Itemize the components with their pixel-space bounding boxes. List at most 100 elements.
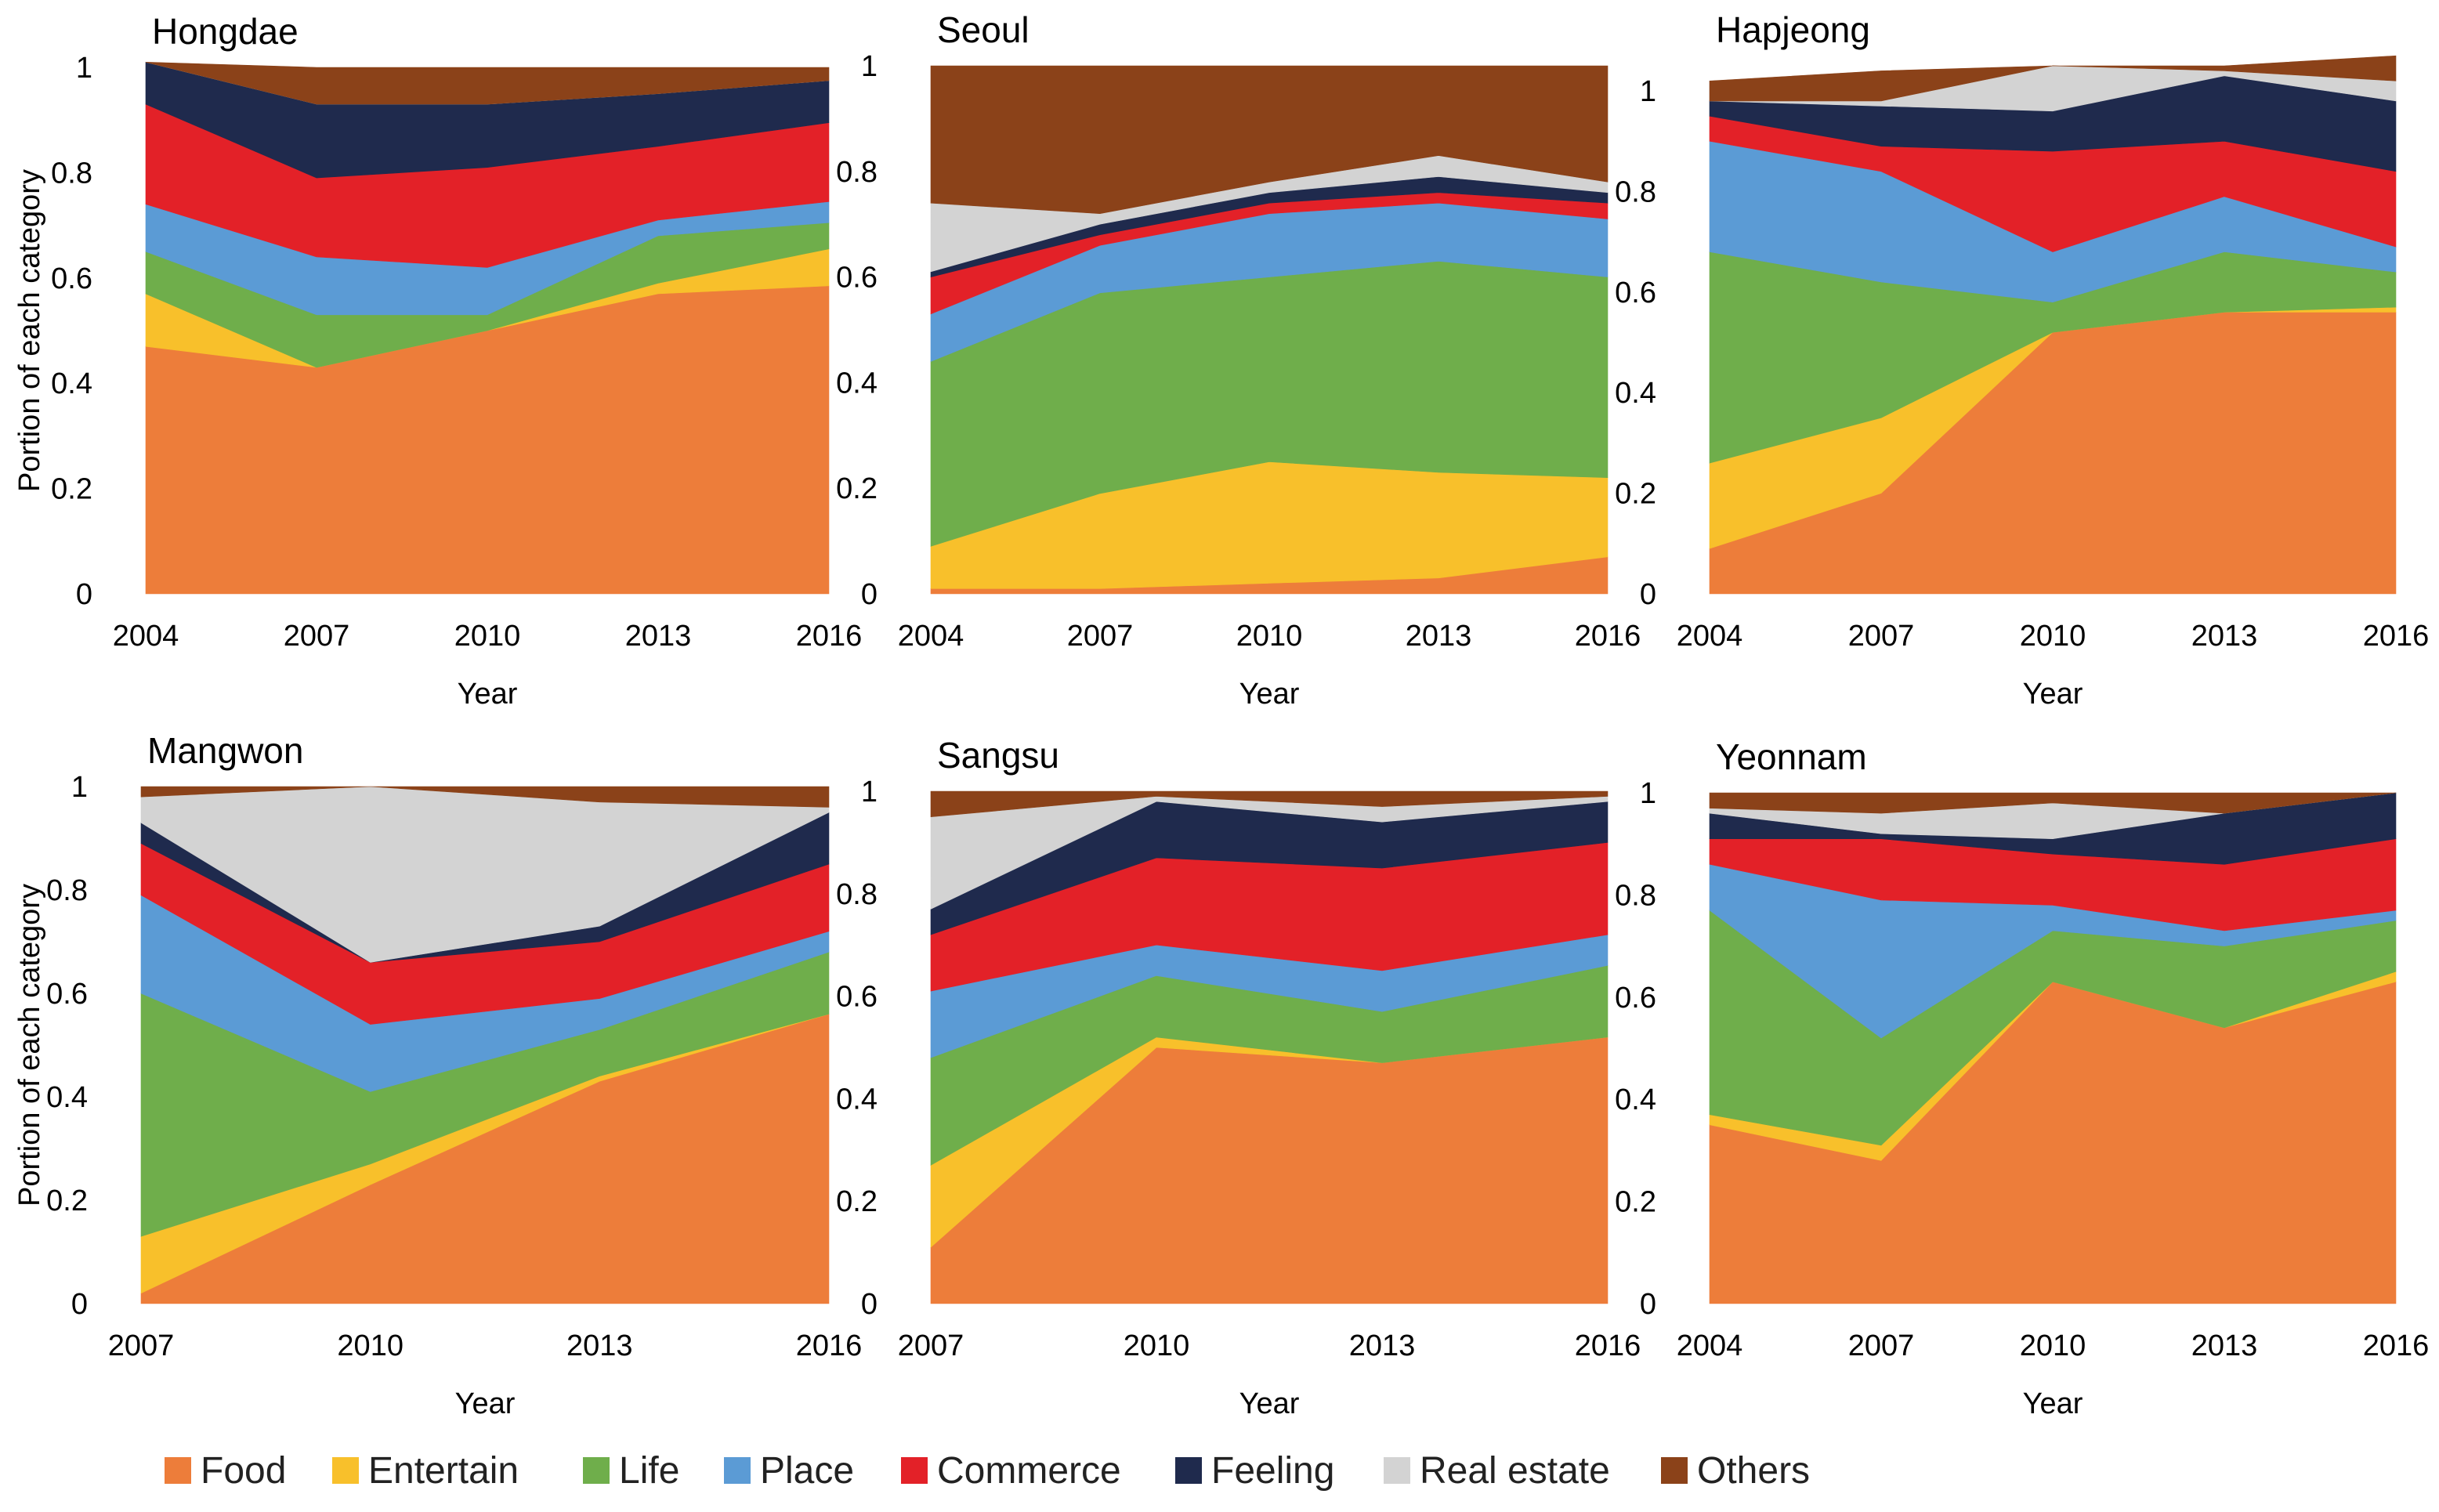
y-tick-label: 0.8 xyxy=(836,156,878,189)
panel-title: Seoul xyxy=(937,9,1030,50)
y-tick-label: 0.6 xyxy=(836,262,878,295)
panel-title: Mangwon xyxy=(147,730,303,771)
y-tick-label: 0 xyxy=(1640,1288,1656,1321)
x-tick-label: 2007 xyxy=(1067,620,1134,653)
x-tick-label: 2016 xyxy=(2363,620,2430,653)
x-tick-label: 2007 xyxy=(1848,620,1915,653)
x-tick-label: 2013 xyxy=(1349,1329,1416,1362)
panel-hongdae: Hongdae 0 0.2 0.4 0.6 0.8 1 2004 2007 2010 2013 201… xyxy=(13,11,862,711)
x-tick-label: 2010 xyxy=(1236,620,1303,653)
legend: Food Entertain Life Place Commerce Feeling Rea… xyxy=(165,1450,1810,1492)
panel-title: Yeonnam xyxy=(1716,736,1867,777)
x-tick-label: 2004 xyxy=(113,620,179,653)
x-tick-label: 2013 xyxy=(625,620,692,653)
x-tick-label: 2007 xyxy=(108,1329,175,1362)
y-tick-label: 0.6 xyxy=(836,981,878,1014)
x-tick-label: 2010 xyxy=(2020,620,2086,653)
legend-label: Place xyxy=(760,1450,854,1492)
y-tick-label: 0.4 xyxy=(1615,377,1656,410)
area-seoul-others xyxy=(930,65,1609,215)
y-tick-label: 0 xyxy=(76,578,92,611)
legend-label: Others xyxy=(1697,1450,1810,1492)
panel-title: Hapjeong xyxy=(1716,9,1870,50)
legend-swatch xyxy=(1384,1457,1410,1484)
panel-hapjeong: Hapjeong 0 0.2 0.4 0.6 0.8 1 2004 2007 2010 2013 20… xyxy=(1615,9,2429,711)
legend-label: Food xyxy=(201,1450,286,1492)
y-tick-label: 0.8 xyxy=(1615,879,1656,912)
y-tick-label: 0.6 xyxy=(1615,277,1656,309)
x-tick-label: 2007 xyxy=(1848,1329,1915,1362)
panel-sangsu: Sangsu 0 0.2 0.4 0.6 0.8 1 2007 2010 2013 2016 Year xyxy=(836,735,1641,1420)
x-tick-label: 2007 xyxy=(898,1329,964,1362)
x-tick-label: 2010 xyxy=(454,620,521,653)
legend-label: Feeling xyxy=(1211,1450,1334,1492)
x-axis-title: Year xyxy=(2023,678,2083,711)
y-tick-label: 0.8 xyxy=(836,878,878,911)
y-tick-label: 0.4 xyxy=(46,1081,88,1114)
y-tick-label: 0.2 xyxy=(46,1185,88,1217)
legend-swatch xyxy=(1661,1457,1688,1484)
legend-item-food: Food xyxy=(165,1450,286,1492)
y-tick-label: 0.2 xyxy=(1615,478,1656,511)
x-axis-title: Year xyxy=(1239,678,1300,711)
legend-swatch xyxy=(901,1457,928,1484)
x-axis-title: Year xyxy=(458,678,518,711)
x-tick-label: 2013 xyxy=(2191,620,2258,653)
legend-swatch xyxy=(724,1457,751,1484)
x-tick-label: 2016 xyxy=(796,1329,863,1362)
legend-item-others: Others xyxy=(1661,1450,1810,1492)
y-tick-label: 1 xyxy=(861,776,878,808)
legend-item-entertain: Entertain xyxy=(332,1450,519,1492)
y-axis-title: Portion of each category xyxy=(13,884,46,1206)
x-axis-title: Year xyxy=(2023,1387,2083,1420)
legend-item-real-estate: Real estate xyxy=(1384,1450,1610,1492)
panel-yeonnam: Yeonnam 0 0.2 0.4 0.6 0.8 1 2004 2007 2010 2013 201… xyxy=(1615,736,2429,1420)
legend-item-feeling: Feeling xyxy=(1175,1450,1334,1492)
legend-swatch xyxy=(165,1457,191,1484)
legend-swatch xyxy=(332,1457,359,1484)
y-tick-label: 0.6 xyxy=(1615,982,1656,1015)
area-hapjeong-others xyxy=(1709,55,2397,102)
y-tick-label: 0.4 xyxy=(836,367,878,400)
x-tick-label: 2004 xyxy=(1677,620,1743,653)
panel-title: Sangsu xyxy=(937,735,1059,776)
x-tick-label: 2004 xyxy=(898,620,964,653)
x-tick-label: 2007 xyxy=(284,620,350,653)
x-tick-label: 2016 xyxy=(796,620,863,653)
x-tick-label: 2016 xyxy=(1575,1329,1641,1362)
x-tick-label: 2013 xyxy=(566,1329,633,1362)
legend-swatch xyxy=(583,1457,610,1484)
y-tick-label: 0.2 xyxy=(1615,1186,1656,1219)
legend-label: Commerce xyxy=(937,1450,1121,1492)
x-tick-label: 2010 xyxy=(337,1329,403,1362)
y-tick-label: 0 xyxy=(861,578,878,611)
legend-item-life: Life xyxy=(583,1450,679,1492)
y-tick-label: 0 xyxy=(861,1288,878,1321)
y-axis-title: Portion of each category xyxy=(13,169,46,492)
x-tick-label: 2016 xyxy=(2363,1329,2430,1362)
legend-label: Entertain xyxy=(368,1450,519,1492)
y-tick-label: 1 xyxy=(861,50,878,83)
panel-title: Hongdae xyxy=(152,11,299,52)
y-tick-label: 1 xyxy=(71,771,88,804)
y-tick-label: 0.8 xyxy=(46,874,88,907)
x-tick-label: 2013 xyxy=(1406,620,1472,653)
area-yeonnam-others xyxy=(1709,792,2397,814)
x-tick-label: 2013 xyxy=(2191,1329,2258,1362)
legend-swatch xyxy=(1175,1457,1202,1484)
y-tick-label: 0.8 xyxy=(1615,176,1656,209)
y-tick-label: 0.6 xyxy=(46,978,88,1011)
y-tick-label: 1 xyxy=(1640,75,1656,108)
y-tick-label: 0.4 xyxy=(836,1083,878,1116)
y-tick-label: 1 xyxy=(1640,777,1656,810)
legend-item-place: Place xyxy=(724,1450,854,1492)
panel-seoul: Seoul 0 0.2 0.4 0.6 0.8 1 2004 2007 2010 2013 2016 Y… xyxy=(836,9,1641,711)
area-hongdae-others xyxy=(145,62,830,105)
x-axis-title: Year xyxy=(455,1387,516,1420)
legend-item-commerce: Commerce xyxy=(901,1450,1121,1492)
legend-label: Real estate xyxy=(1420,1450,1610,1492)
area-sangsu-others xyxy=(930,790,1609,818)
y-tick-label: 0.4 xyxy=(51,367,92,400)
x-axis-title: Year xyxy=(1239,1387,1300,1420)
